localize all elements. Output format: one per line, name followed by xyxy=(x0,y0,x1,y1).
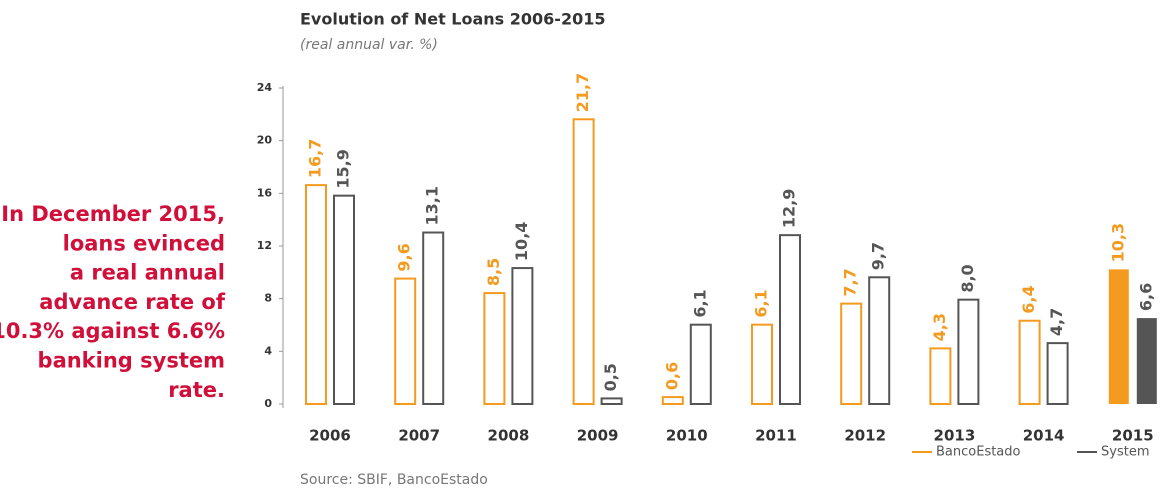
x-tick-label: 2015 xyxy=(1112,427,1154,445)
annotation: a real annual xyxy=(70,261,225,285)
legend-label: BancoEstado xyxy=(936,445,1021,460)
bar xyxy=(1136,318,1157,404)
value-label: 6,1 xyxy=(690,289,709,317)
y-tick-label: 4 xyxy=(264,344,272,357)
bar xyxy=(779,234,801,405)
x-tick-label: 2007 xyxy=(398,427,440,445)
value-label: 10,3 xyxy=(1108,223,1127,262)
bar xyxy=(1018,319,1041,406)
bar xyxy=(572,118,595,406)
x-tick-label: 2008 xyxy=(488,427,530,445)
y-tick-label: 8 xyxy=(264,292,272,305)
y-tick-label: 12 xyxy=(257,239,272,252)
bar xyxy=(689,323,712,405)
annotation: advance rate of xyxy=(39,290,226,314)
y-tick-label: 16 xyxy=(257,186,273,199)
bar xyxy=(511,267,534,406)
x-tick-label: 2010 xyxy=(666,427,708,445)
value-label: 7,7 xyxy=(841,268,860,296)
bar xyxy=(483,292,506,406)
bar xyxy=(868,276,891,405)
value-label: 4,7 xyxy=(1047,308,1066,336)
value-label: 12,9 xyxy=(780,189,799,228)
x-tick-label: 2012 xyxy=(844,427,886,445)
x-tick-label: 2011 xyxy=(755,427,797,445)
value-label: 0,6 xyxy=(662,362,681,390)
bar xyxy=(394,277,417,406)
x-tick-label: 2014 xyxy=(1023,427,1065,445)
value-label: 8,5 xyxy=(484,258,503,286)
value-label: 4,3 xyxy=(930,313,949,341)
value-label: 10,4 xyxy=(512,222,531,261)
annotation: rate. xyxy=(168,378,225,402)
source: Source: SBIF, BancoEstado xyxy=(300,472,488,488)
y-tick-label: 0 xyxy=(264,397,272,410)
x-tick-label: 2006 xyxy=(309,427,351,445)
bar xyxy=(1108,269,1129,404)
y-tick-label: 24 xyxy=(257,81,273,94)
value-label: 8,0 xyxy=(958,264,977,292)
bar xyxy=(751,323,773,405)
chart-title: Evolution of Net Loans 2006-2015 xyxy=(300,10,605,29)
bar xyxy=(957,298,980,405)
value-label: 6,6 xyxy=(1136,283,1155,311)
legend-label: System xyxy=(1101,445,1149,460)
bar xyxy=(600,397,623,405)
value-label: 9,6 xyxy=(395,243,414,271)
value-label: 16,7 xyxy=(306,139,325,178)
annotation: banking system xyxy=(38,349,225,373)
bar xyxy=(422,231,445,405)
y-tick-label: 20 xyxy=(257,134,273,147)
bar xyxy=(305,184,327,405)
annotation: 10.3% against 6.6% xyxy=(0,319,225,343)
bar xyxy=(840,302,863,405)
bar xyxy=(1046,342,1069,406)
x-tick-label: 2013 xyxy=(934,427,976,445)
value-label: 0,5 xyxy=(601,363,620,391)
value-label: 21,7 xyxy=(573,73,592,112)
value-label: 9,7 xyxy=(869,242,888,270)
bar xyxy=(929,347,952,405)
value-label: 6,1 xyxy=(752,289,771,317)
value-label: 15,9 xyxy=(334,149,353,188)
annotation: In December 2015, xyxy=(1,202,225,226)
value-label: 13,1 xyxy=(423,186,442,225)
bar xyxy=(661,396,684,406)
chart-subtitle: (real annual var. %) xyxy=(300,37,438,53)
x-tick-label: 2009 xyxy=(577,427,619,445)
bar xyxy=(333,194,355,405)
annotation: loans evinced xyxy=(63,231,225,255)
value-label: 6,4 xyxy=(1019,285,1038,313)
